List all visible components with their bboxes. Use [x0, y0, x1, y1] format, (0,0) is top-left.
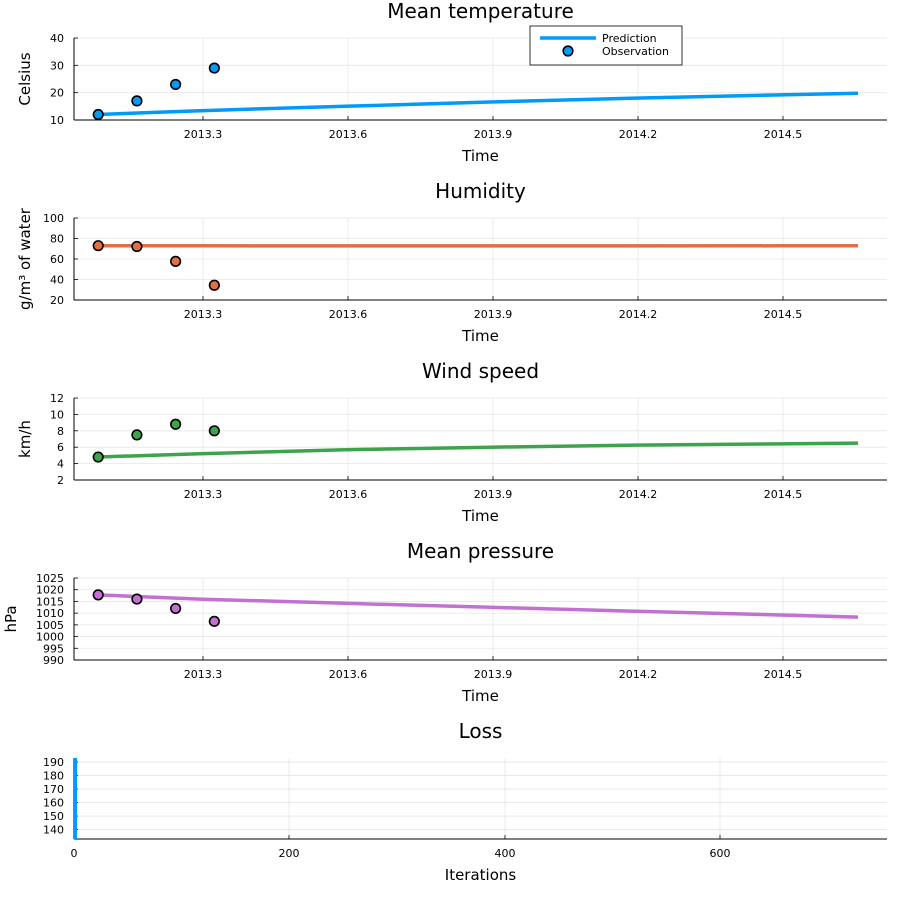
legend-marker-swatch — [562, 45, 574, 57]
y-tick-label: 1010 — [36, 607, 64, 620]
y-tick-label: 10 — [50, 114, 64, 127]
observation-point — [131, 429, 143, 441]
observation-point — [92, 108, 104, 121]
y-tick-label: 2 — [57, 474, 64, 487]
y-tick-label: 190 — [43, 756, 64, 769]
x-axis-label: Time — [461, 327, 499, 345]
observation-point — [208, 279, 220, 291]
x-axis-label: Time — [461, 507, 499, 525]
observation-point — [208, 425, 220, 437]
y-tick-label: 1025 — [36, 572, 64, 585]
y-tick-label: 12 — [50, 392, 64, 405]
y-axis-label: Celsius — [16, 52, 34, 105]
x-tick-label: 2013.3 — [184, 488, 223, 501]
y-tick-label: 170 — [43, 783, 64, 796]
y-tick-label: 1005 — [36, 619, 64, 632]
y-tick-label: 160 — [43, 797, 64, 810]
x-axis-label: Iterations — [445, 866, 517, 884]
x-tick-label: 2013.3 — [184, 668, 223, 681]
y-tick-label: 1015 — [36, 595, 64, 608]
x-tick-label: 2014.2 — [619, 128, 658, 141]
y-tick-label: 40 — [50, 274, 64, 287]
chart-title: Wind speed — [422, 359, 539, 383]
x-tick-label: 2013.9 — [474, 308, 513, 321]
y-tick-label: 150 — [43, 810, 64, 823]
x-tick-label: 2013.9 — [474, 668, 513, 681]
y-tick-label: 1000 — [36, 631, 64, 644]
observation-point — [131, 593, 143, 605]
x-tick-label: 2013.6 — [329, 488, 368, 501]
y-tick-label: 40 — [50, 32, 64, 45]
x-tick-label: 600 — [710, 847, 731, 860]
y-tick-label: 10 — [50, 408, 64, 421]
observation-point — [170, 255, 182, 267]
x-tick-label: 2013.6 — [329, 308, 368, 321]
y-tick-label: 140 — [43, 824, 64, 837]
panel-4: 2013.3 2013.6 2013.9 2014.2 2014.5 9909951000… — [2, 539, 887, 705]
chart-title: Mean pressure — [407, 539, 554, 563]
y-tick-label: 8 — [57, 425, 64, 438]
x-tick-label: 2014.5 — [764, 128, 803, 141]
observation-point — [131, 240, 143, 253]
x-tick-label: 2014.5 — [764, 668, 803, 681]
x-tick-label: 0 — [71, 847, 78, 860]
x-tick-label: 2013.9 — [474, 128, 513, 141]
observation-point — [170, 418, 182, 430]
y-tick-label: 60 — [50, 253, 64, 266]
x-tick-label: 2013.6 — [329, 668, 368, 681]
y-tick-label: 100 — [43, 212, 64, 225]
y-tick-label: 4 — [57, 458, 64, 471]
chart-title: Mean temperature — [387, 0, 574, 23]
x-tick-label: 2014.5 — [764, 308, 803, 321]
x-axis-label: Time — [461, 687, 499, 705]
x-tick-label: 2013.6 — [329, 128, 368, 141]
legend-label: Observation — [602, 45, 669, 58]
panel-1: 2013.3 2013.6 2013.9 2014.2 2014.5 10 20 30 40 Me… — [16, 0, 887, 165]
y-tick-label: 6 — [57, 441, 64, 454]
panel-2: 2013.3 2013.6 2013.9 2014.2 2014.5 20 40 60 80 10… — [16, 179, 887, 345]
y-axis-label: km/h — [16, 420, 34, 458]
observation-point — [92, 589, 104, 601]
panel-3: 2013.3 2013.6 2013.9 2014.2 2014.5 2 4 6 8 10 12 Wi… — [16, 359, 887, 525]
observation-point — [92, 240, 104, 252]
x-tick-label: 200 — [279, 847, 300, 860]
x-tick-label: 2013.3 — [184, 308, 223, 321]
y-tick-label: 80 — [50, 233, 64, 246]
x-tick-label: 400 — [495, 847, 516, 860]
prediction-line — [98, 593, 859, 619]
y-axis-label: g/m³ of water — [16, 207, 34, 310]
legend-label: Prediction — [602, 32, 657, 45]
x-tick-label: 2013.9 — [474, 488, 513, 501]
y-tick-label: 1020 — [36, 584, 64, 597]
observation-point — [131, 95, 143, 107]
prediction-line — [98, 441, 859, 459]
y-tick-label: 30 — [50, 59, 64, 72]
observation-point — [170, 602, 182, 615]
x-tick-label: 2014.2 — [619, 488, 658, 501]
prediction-line — [98, 91, 859, 117]
chart-title: Humidity — [435, 179, 526, 203]
x-tick-label: 2014.5 — [764, 488, 803, 501]
x-tick-label: 2013.3 — [184, 128, 223, 141]
y-tick-label: 20 — [50, 87, 64, 100]
observation-point — [170, 78, 182, 91]
chart-title: Loss — [459, 719, 503, 743]
observation-point — [208, 62, 220, 74]
observation-point — [92, 451, 104, 463]
y-axis-label: hPa — [2, 605, 20, 632]
legend-box — [529, 25, 683, 66]
y-tick-label: 20 — [50, 294, 64, 307]
observation-point — [208, 615, 220, 627]
y-tick-label: 995 — [43, 642, 64, 655]
y-tick-label: 180 — [43, 770, 64, 783]
x-axis-label: Time — [461, 147, 499, 165]
y-tick-label: 990 — [43, 654, 64, 667]
x-tick-label: 2014.2 — [619, 308, 658, 321]
x-tick-label: 2014.2 — [619, 668, 658, 681]
